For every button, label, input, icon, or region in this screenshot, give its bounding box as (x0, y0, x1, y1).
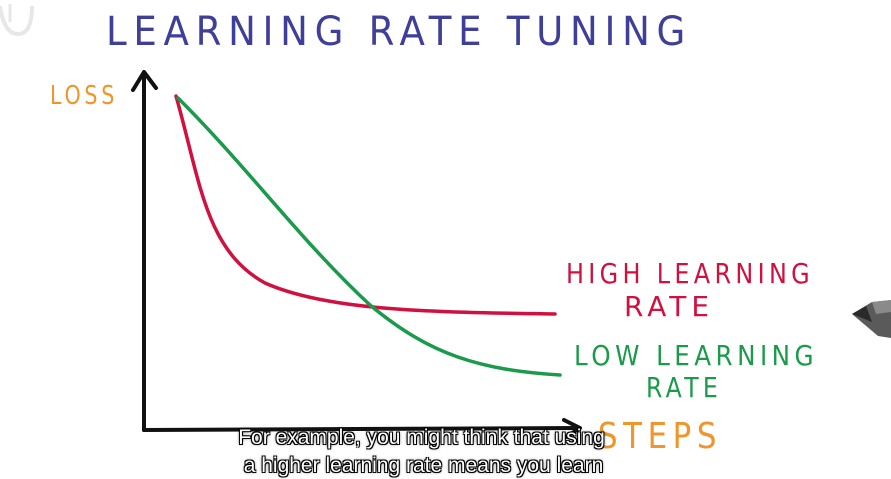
subtitle-line-2: a higher learning rate means you learn (243, 454, 604, 477)
low-learning-rate-curve (176, 96, 562, 377)
x-axis-label: STEPS (598, 416, 722, 457)
y-axis-arrowhead (131, 70, 158, 92)
logo-mark (0, 4, 34, 37)
low-learning-rate-label-line-2: RATE (646, 371, 722, 404)
y-axis-label: LOSS (50, 81, 118, 111)
axes (131, 70, 582, 439)
high-learning-rate-curve (174, 94, 557, 316)
subtitle-line-1: For example, you might think that using (238, 426, 605, 449)
x-axis (142, 426, 580, 432)
low-learning-rate-label-line-1: LOW LEARNING (574, 339, 818, 372)
pen-icon (852, 300, 891, 338)
high-learning-rate-label-line-1: HIGH LEARNING (566, 257, 814, 290)
page-title: LEARNING RATE TUNING (106, 9, 692, 55)
x-axis-arrowhead (562, 418, 582, 439)
high-learning-rate-label-line-2: RATE (624, 290, 714, 323)
